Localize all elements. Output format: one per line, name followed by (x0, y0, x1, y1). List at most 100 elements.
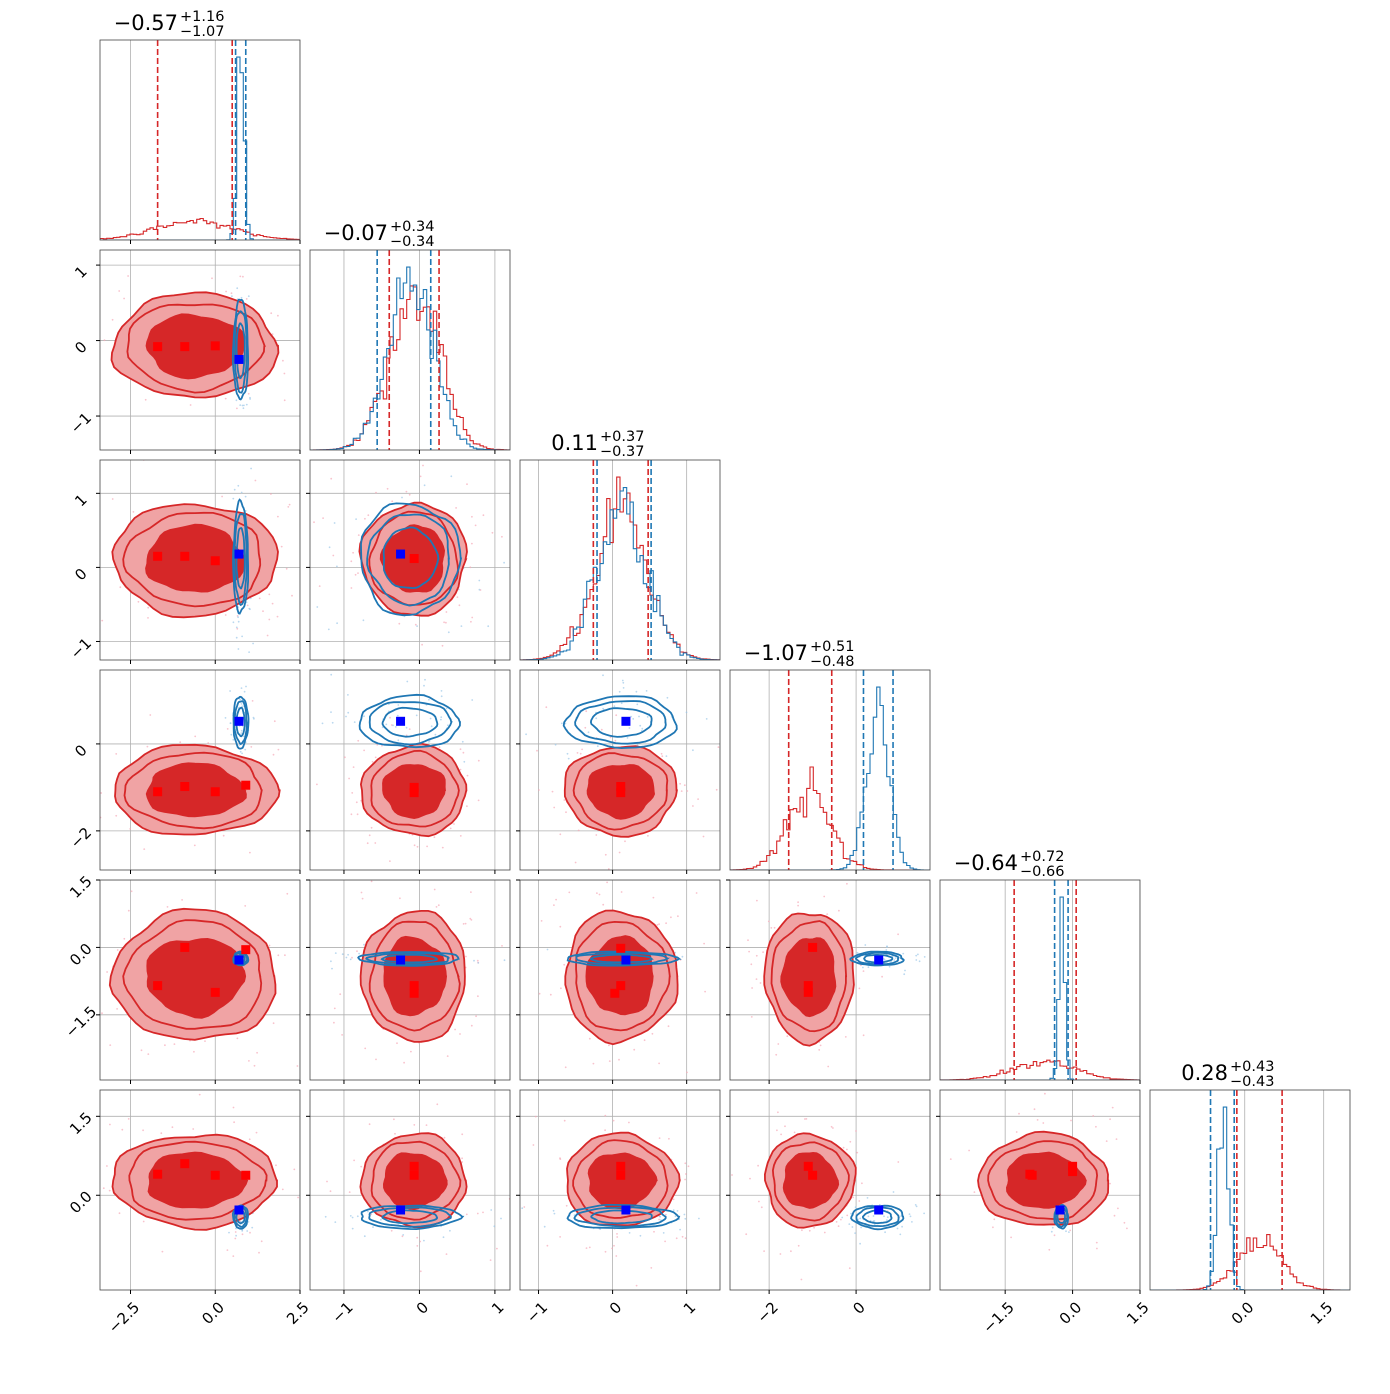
x-tick-label: 0.0 (1228, 1298, 1258, 1328)
contour-blue-outer (360, 502, 463, 617)
scatter-point-red (565, 1204, 568, 1207)
y-tick-label: −1 (67, 634, 95, 662)
scatter-point-red (354, 573, 357, 576)
contour-blue-mid (575, 952, 671, 966)
scatter-point-blue (885, 949, 888, 951)
scatter-point-red (271, 602, 274, 605)
histogram-red (310, 285, 510, 450)
scatter-point-red (677, 915, 679, 918)
scatter-point-red (585, 710, 588, 713)
scatter-point-red (855, 1130, 857, 1132)
scatter-point-red (797, 904, 799, 907)
scatter-point-red (364, 1047, 367, 1050)
scatter-point-red (313, 521, 315, 524)
scatter-point-red (236, 407, 238, 410)
scatter-point-red (179, 741, 182, 744)
panel-4-0: −1.5 0.0 1.5 (62, 872, 301, 1084)
contour-red-inner (145, 523, 246, 593)
scatter-point-red (749, 1177, 751, 1180)
scatter-point-red (745, 1233, 748, 1236)
panel-2-0: −1 0 1 (67, 459, 301, 664)
scatter-point-blue (245, 685, 247, 688)
scatter-point-red (226, 1249, 229, 1251)
scatter-point-red (266, 634, 269, 637)
contour-red-inner (1005, 1151, 1087, 1209)
scatter-point-red (438, 746, 441, 748)
scatter-point-red (368, 1123, 371, 1126)
scatter-point-red (835, 1221, 838, 1223)
panel-frame (99, 459, 301, 661)
truth-marker-red (153, 551, 163, 561)
contour-blue-mid (855, 1206, 900, 1228)
scatter-point-blue (434, 733, 437, 736)
scatter-point-red (477, 799, 480, 802)
scatter-point-red (192, 1128, 195, 1130)
scatter-point-blue (362, 619, 365, 622)
scatter-point-red (393, 1118, 395, 1121)
scatter-point-red (93, 584, 95, 586)
x-tick-label: 2.5 (283, 1298, 313, 1328)
scatter-point-red (832, 1127, 834, 1129)
panel-frame (519, 669, 721, 871)
scatter-point-blue (892, 1191, 895, 1193)
truth-marker-blue (1055, 1205, 1065, 1215)
scatter-point-red (559, 1236, 561, 1238)
scatter-point-blue (602, 707, 604, 710)
scatter-point-red (232, 1255, 235, 1257)
scatter-point-red (247, 392, 250, 395)
scatter-point-red (837, 1225, 840, 1227)
scatter-point-blue (241, 1230, 244, 1232)
scatter-point-blue (327, 628, 330, 631)
scatter-point-red (598, 893, 601, 896)
scatter-point-red (368, 834, 371, 837)
x-tick-label: 0.0 (1056, 1298, 1086, 1328)
scatter-point-red (777, 1043, 780, 1045)
scatter-point-red (805, 1118, 808, 1120)
scatter-point-blue (247, 1221, 250, 1223)
scatter-point-blue (333, 522, 336, 524)
scatter-point-blue (554, 743, 557, 746)
scatter-point-red (595, 834, 598, 836)
scatter-point-blue (872, 1215, 875, 1217)
scatter-point-red (651, 1032, 654, 1035)
scatter-point-red (149, 714, 152, 716)
param-title-value: −0.57 (114, 11, 178, 35)
contour-blue-mid (366, 513, 450, 607)
scatter-point-red (755, 978, 758, 980)
scatter-point-blue (917, 953, 919, 956)
scatter-point-blue (372, 1226, 374, 1228)
truth-marker-blue (234, 955, 244, 965)
scatter-point-red (98, 774, 100, 776)
panel-4-3 (726, 879, 931, 1084)
scatter-point-red (352, 766, 355, 768)
scatter-point-blue (1065, 1230, 1067, 1233)
scatter-point-blue (447, 724, 449, 727)
scatter-point-red (846, 882, 848, 885)
scatter-point-red (680, 790, 683, 792)
scatter-point-red (459, 835, 462, 837)
scatter-point-blue (328, 546, 331, 549)
scatter-point-blue (423, 1239, 425, 1242)
scatter-point-blue (239, 750, 242, 753)
scatter-point-red (922, 1123, 924, 1125)
scatter-point-blue (237, 616, 240, 619)
scatter-point-blue (560, 722, 563, 725)
scatter-point-blue (666, 696, 669, 699)
scatter-point-red (762, 951, 764, 953)
scatter-point-red (230, 292, 233, 295)
scatter-point-red (236, 627, 239, 630)
panel-frame (519, 879, 721, 1081)
scatter-point-red (681, 1235, 684, 1238)
contour-blue-outer (360, 1204, 465, 1231)
scatter-point-red (76, 526, 78, 528)
scatter-point-red (1036, 1119, 1039, 1121)
scatter-point-blue (316, 606, 319, 608)
scatter-point-red (130, 890, 133, 893)
scatter-point-red (307, 785, 309, 787)
scatter-point-red (443, 621, 445, 624)
scatter-point-red (612, 1119, 615, 1122)
param-title-minus: −0.48 (810, 654, 854, 670)
scatter-point-blue (705, 718, 708, 720)
scatter-point-blue (367, 1210, 369, 1213)
scatter-point-red (563, 963, 566, 966)
